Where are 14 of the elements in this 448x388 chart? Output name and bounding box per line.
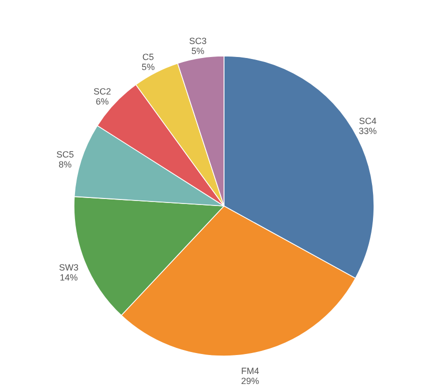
slice-label: SW3 (58, 262, 78, 272)
slice-label: C5 (142, 52, 154, 62)
data-label: 5% (191, 46, 204, 56)
slice-label: SC2 (94, 86, 112, 97)
slice-label: FM4 (241, 366, 260, 376)
slice-label: SC4 (358, 116, 376, 126)
data-label: 6% (96, 96, 109, 107)
data-label: 5% (142, 62, 155, 72)
data-label: 8% (58, 159, 72, 170)
data-label: 33% (358, 126, 377, 136)
slice-label: SC5 (56, 149, 74, 160)
data-label: 14% (60, 272, 78, 282)
slice-label: SC3 (189, 36, 207, 46)
data-label: 29% (241, 376, 260, 386)
